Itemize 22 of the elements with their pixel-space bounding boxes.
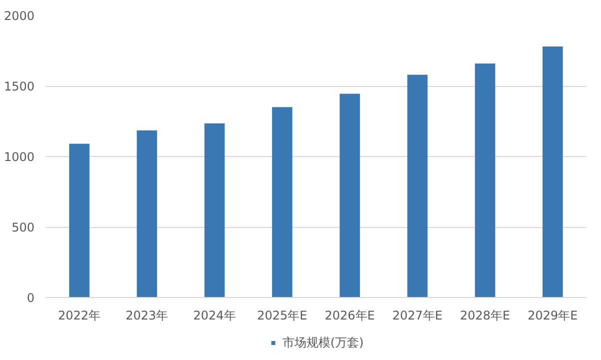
bar: [474, 63, 496, 298]
x-tick-label: 2025年E: [257, 308, 308, 322]
bar: [407, 74, 428, 298]
x-tick-label: 2028年E: [460, 308, 510, 322]
x-tick-label: 2026年E: [324, 308, 375, 322]
x-tick-label: 2023年: [126, 308, 168, 322]
x-tick-label: 2027年E: [392, 308, 442, 322]
bar: [204, 123, 225, 298]
y-tick-label: 0: [26, 291, 35, 305]
bar: [69, 144, 90, 298]
bar: [272, 107, 292, 298]
x-tick-label: 2022年: [58, 308, 101, 322]
bar: [340, 94, 360, 298]
x-tick-label: 2029年E: [528, 308, 578, 322]
y-tick-label: 1000: [4, 150, 35, 164]
y-tick-label: 1500: [4, 80, 35, 94]
legend-label: 市场规模(万套): [282, 334, 364, 351]
y-tick-label: 2000: [4, 9, 35, 23]
bar: [136, 130, 158, 298]
bar: [542, 46, 563, 298]
y-tick-label: 500: [12, 220, 34, 234]
x-tick-label: 2024年: [193, 308, 236, 322]
